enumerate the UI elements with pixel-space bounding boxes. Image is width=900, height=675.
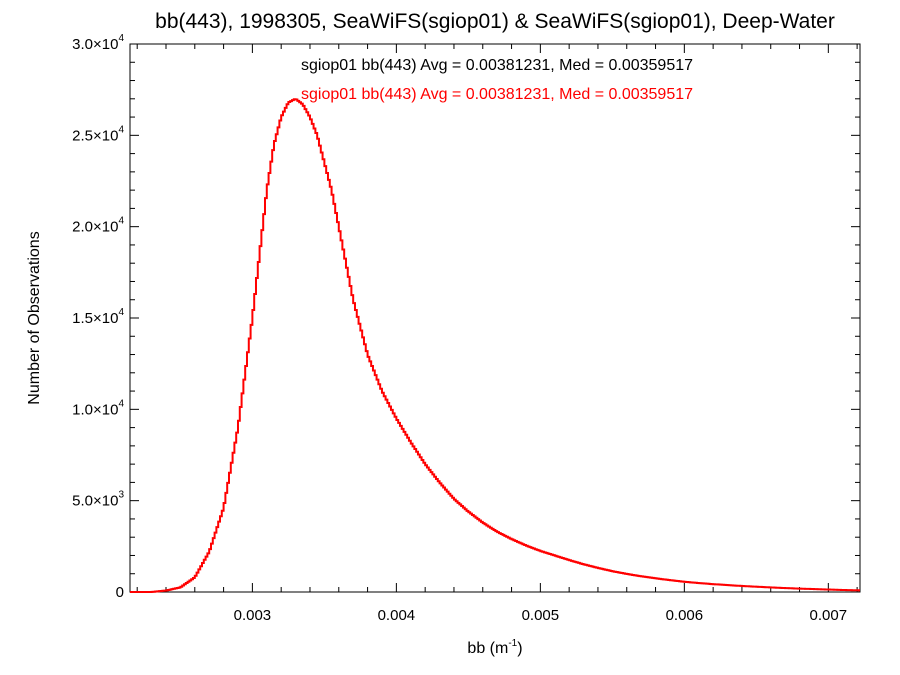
y-axis-label: Number of Observations (26, 231, 43, 404)
stats-annotation-red: sgiop01 bb(443) Avg = 0.00381231, Med = … (301, 86, 693, 103)
y-tick-label: 0 (116, 584, 124, 601)
x-tick-label: 0.005 (522, 607, 560, 624)
x-tick-label: 0.003 (234, 607, 272, 624)
y-tick-label: 2.0×104 (72, 216, 124, 236)
y-tick-label: 5.0×103 (72, 490, 124, 510)
y-tick-label: 2.5×104 (72, 124, 124, 144)
y-tick-label: 1.5×104 (72, 307, 124, 327)
x-axis-label: bb (m-1) (467, 638, 522, 657)
y-tick-label: 3.0×104 (72, 33, 124, 53)
y-tick-label: 1.0×104 (72, 398, 124, 418)
stats-annotation-black: sgiop01 bb(443) Avg = 0.00381231, Med = … (301, 57, 693, 74)
x-tick-label: 0.006 (666, 607, 704, 624)
axis-ticks (130, 43, 860, 593)
x-tick-label: 0.004 (378, 607, 416, 624)
x-tick-label: 0.007 (810, 607, 848, 624)
chart-title: bb(443), 1998305, SeaWiFS(sgiop01) & Sea… (155, 10, 835, 33)
x-tick-labels: 0.003 0.004 0.005 0.006 0.007 (234, 607, 847, 624)
histogram-series-line (130, 98, 860, 593)
plot-frame (129, 43, 861, 593)
y-tick-labels: 0 5.0×103 1.0×104 1.5×104 2.0×104 2.5×104 3.0×… (72, 33, 124, 601)
